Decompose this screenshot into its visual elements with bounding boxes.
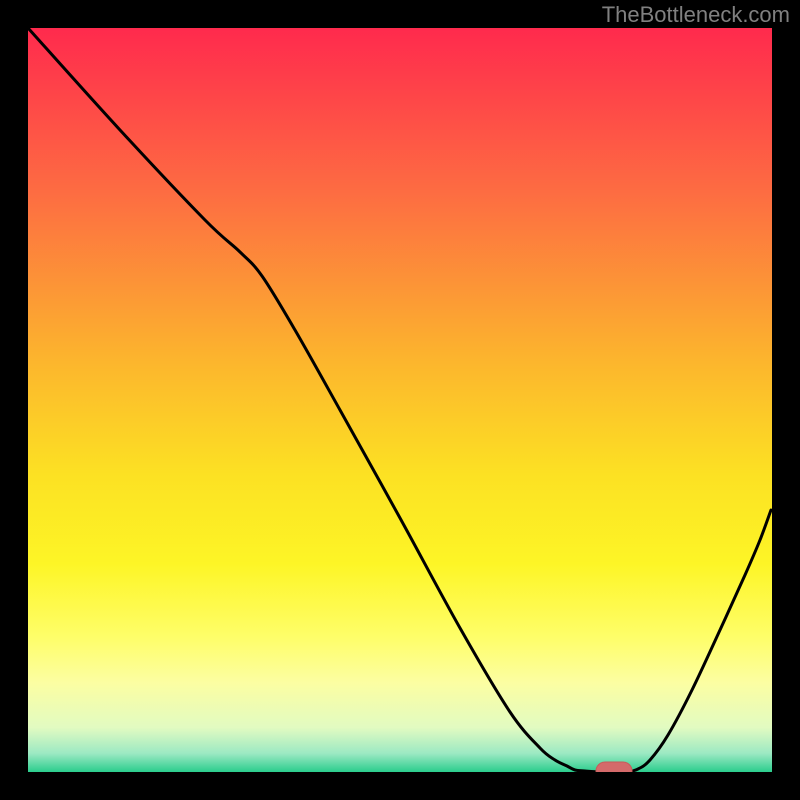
plot-background <box>28 28 772 772</box>
plot-border-right <box>772 0 800 800</box>
chart-svg <box>0 0 800 800</box>
watermark-text: TheBottleneck.com <box>602 2 790 28</box>
bottleneck-chart: TheBottleneck.com <box>0 0 800 800</box>
plot-border-bottom <box>0 772 800 800</box>
plot-border-left <box>0 0 28 800</box>
